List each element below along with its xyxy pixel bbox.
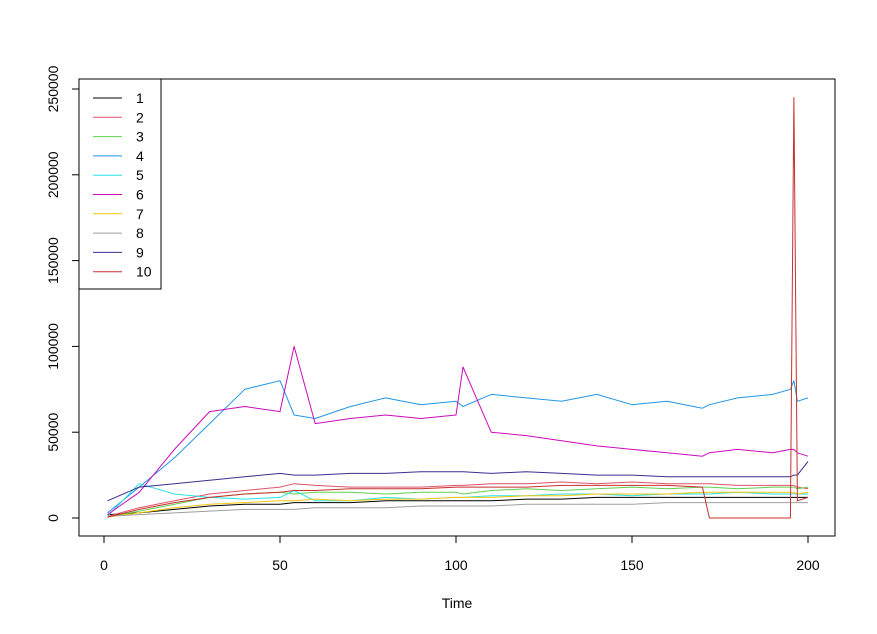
- legend: 1 2 3 4 5 6 7 8 9 10: [78, 78, 162, 290]
- series-line-2: [107, 481, 809, 517]
- x-axis-title: Time: [442, 595, 473, 611]
- plot-frame: [78, 78, 836, 537]
- legend-label-5: 5: [136, 167, 144, 183]
- legend-label-4: 4: [136, 148, 144, 164]
- legend-label-7: 7: [136, 206, 144, 222]
- legend-label-2: 2: [136, 109, 144, 125]
- y-axis: 0 50000 100000 150000 200000 250000: [45, 65, 80, 522]
- y-tick-label: 50000: [45, 413, 61, 452]
- series-line-9: [107, 461, 809, 502]
- series-line-6: [107, 345, 809, 516]
- x-tick-label: 200: [796, 557, 820, 573]
- legend-box: [78, 78, 162, 290]
- series-line-7: [107, 491, 809, 518]
- series-line-10: [107, 97, 809, 519]
- series-line-8: [107, 502, 808, 517]
- series-line-4: [107, 380, 809, 514]
- y-tick-label: 150000: [45, 237, 61, 284]
- x-tick-label: 50: [272, 557, 288, 573]
- legend-label-1: 1: [136, 90, 144, 106]
- legend-label-9: 9: [136, 244, 144, 260]
- x-tick-label: 0: [100, 557, 108, 573]
- y-tick-label: 200000: [45, 151, 61, 198]
- series-line-1: [107, 496, 808, 516]
- x-tick-label: 100: [444, 557, 468, 573]
- series-layer: [107, 97, 809, 519]
- x-axis: 0 50 100 150 200: [100, 535, 820, 573]
- y-tick-label: 100000: [45, 323, 61, 370]
- y-tick-label: 250000: [45, 65, 61, 112]
- legend-label-3: 3: [136, 129, 144, 145]
- legend-label-10: 10: [136, 264, 152, 280]
- legend-label-8: 8: [136, 225, 144, 241]
- y-tick-label: 0: [45, 514, 61, 522]
- series-line-5: [107, 483, 808, 517]
- x-tick-label: 150: [620, 557, 644, 573]
- legend-label-6: 6: [136, 187, 144, 203]
